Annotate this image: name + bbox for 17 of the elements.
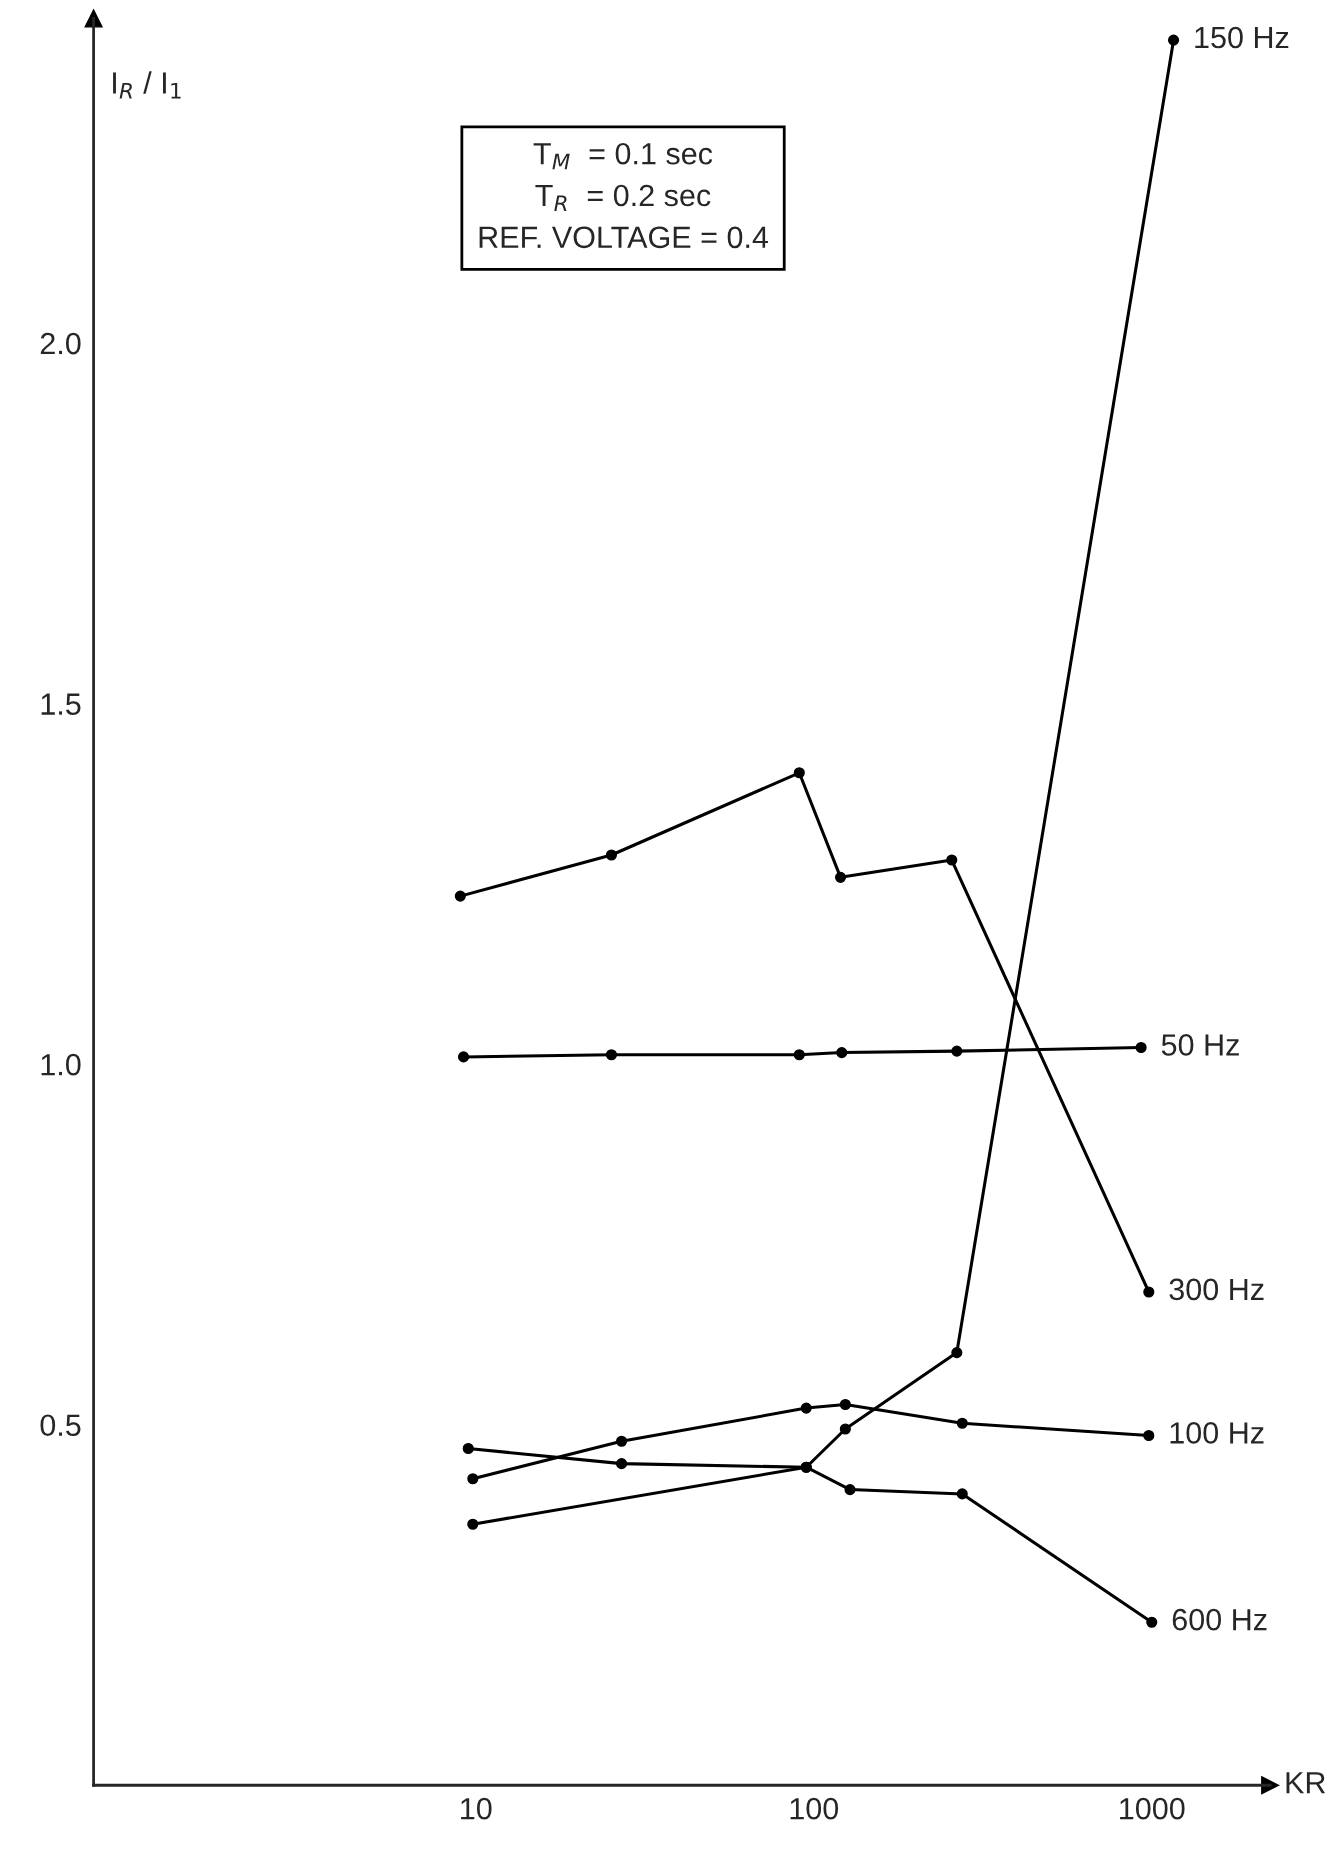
series-label: 300 Hz: [1169, 1278, 1264, 1301]
x-axis-title: KR: [1286, 1772, 1326, 1794]
series-label: 100 Hz: [1170, 1422, 1264, 1444]
x-tick-label: 10: [461, 1797, 492, 1820]
y-tick-label: 0.5: [40, 1414, 81, 1437]
series-label: 50 Hz: [1161, 1034, 1239, 1056]
x-tick-label: 1000: [1120, 1797, 1185, 1820]
annotation: REF. VOLTAGE = 0.4: [479, 226, 769, 249]
y-axis-title: I$_{R}$ / I$_{1}$: [113, 71, 181, 99]
y-tick-label: 2.0: [40, 332, 81, 355]
series-label: 150 Hz: [1195, 26, 1289, 49]
annotation: T$_{M}$ = 0.1 sec: [533, 142, 713, 170]
y-tick-label: 1.0: [41, 1053, 81, 1076]
annotation: T$_{R}$ = 0.2 sec: [535, 184, 711, 212]
y-tick-label: 1.5: [41, 693, 81, 715]
x-tick-label: 100: [790, 1797, 839, 1820]
series-label: 600 Hz: [1172, 1608, 1267, 1631]
